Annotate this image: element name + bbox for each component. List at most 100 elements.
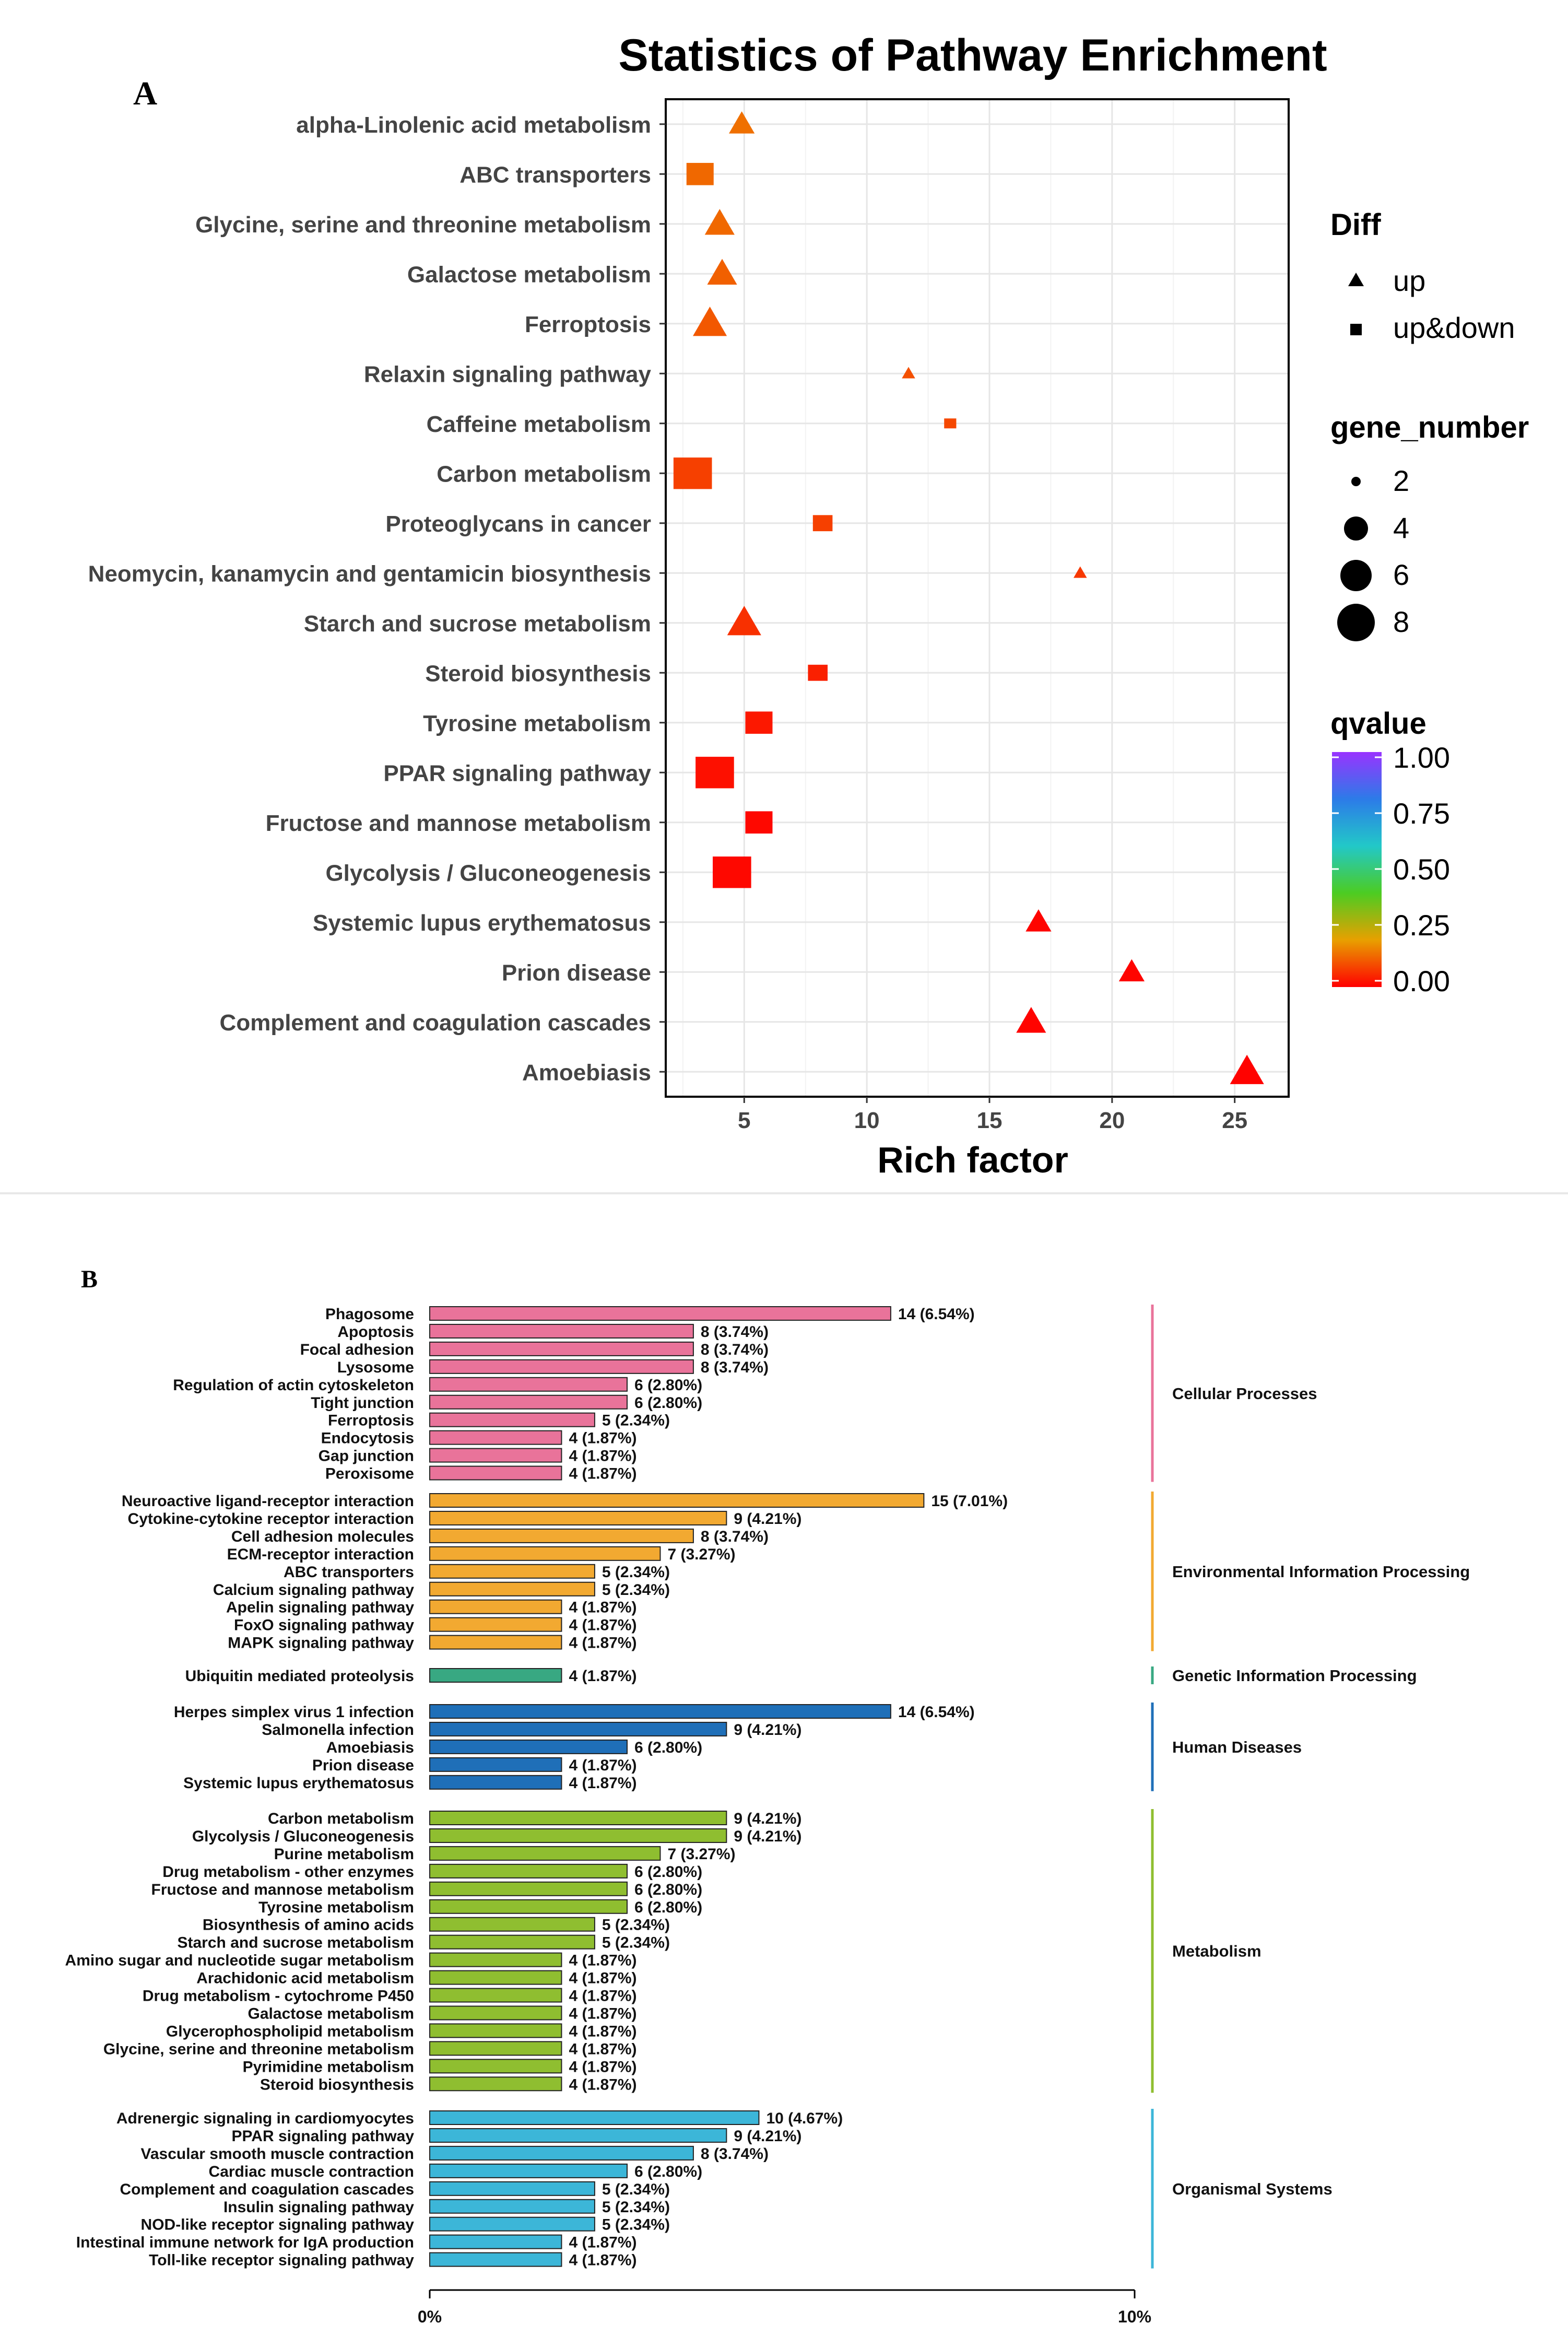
- legend-size-dot: [1340, 560, 1372, 591]
- y-tick-label: Fructose and mannose metabolism: [266, 811, 651, 836]
- bar-value-label: 6 (2.80%): [634, 1394, 702, 1412]
- group-label: Metabolism: [1172, 1942, 1262, 1961]
- bar-category-label: Glycine, serine and threonine metabolism: [103, 2040, 414, 2058]
- colorbar-label: 0.75: [1393, 797, 1450, 830]
- bar: [429, 1757, 562, 1772]
- colorbar-label: 0.50: [1393, 853, 1450, 886]
- bar-value-label: 4 (1.87%): [569, 1430, 636, 1447]
- y-tick-label: Galactose metabolism: [407, 262, 651, 287]
- bar: [429, 1341, 694, 1356]
- point-triangle: [1016, 1007, 1046, 1033]
- bar: [429, 1412, 595, 1427]
- bar: [429, 1739, 628, 1754]
- bar-category-label: MAPK signaling pathway: [228, 1635, 414, 1652]
- bar-value-label: 8 (3.74%): [701, 1359, 769, 1376]
- bar-category-label: Systemic lupus erythematosus: [183, 1775, 414, 1792]
- bar-category-label: Drug metabolism - other enzymes: [162, 1863, 414, 1881]
- colorbar-label: 1.00: [1393, 741, 1450, 774]
- point-square: [695, 757, 734, 789]
- point-triangle: [1025, 909, 1052, 932]
- point-square: [812, 515, 833, 532]
- y-tick-label: Relaxin signaling pathway: [364, 361, 652, 387]
- bar-category-label: Intestinal immune network for IgA produc…: [76, 2234, 414, 2251]
- bar: [429, 1811, 727, 1825]
- y-tick-label: Proteoglycans in cancer: [385, 511, 651, 537]
- bar-category-label: Herpes simplex virus 1 infection: [174, 1704, 414, 1721]
- bar-category-label: Amino sugar and nucleotide sugar metabol…: [65, 1952, 414, 1969]
- bar-category-label: Apelin signaling pathway: [226, 1599, 414, 1616]
- bar: [429, 2005, 562, 2021]
- bar-category-label: Neuroactive ligand-receptor interaction: [122, 1493, 414, 1510]
- bar: [429, 2023, 562, 2038]
- bar-value-label: 8 (3.74%): [701, 2145, 769, 2163]
- bar: [429, 1546, 661, 1561]
- group-label: Environmental Information Processing: [1172, 1563, 1470, 1581]
- bar: [429, 1970, 562, 1985]
- legend-qvalue-title: qvalue: [1330, 707, 1426, 741]
- bar: [429, 1564, 595, 1579]
- bar-category-label: Ferroptosis: [328, 1412, 414, 1429]
- group-label: Genetic Information Processing: [1172, 1666, 1417, 1685]
- bar: [429, 2163, 628, 2178]
- y-tick-label: Ferroptosis: [525, 312, 651, 337]
- bar-value-label: 4 (1.87%): [569, 1988, 636, 2005]
- x-tick-label: 25: [1222, 1108, 1247, 1133]
- bar-value-label: 4 (1.87%): [569, 1448, 636, 1465]
- bar-value-label: 4 (1.87%): [569, 1775, 636, 1792]
- bar-category-label: Steroid biosynthesis: [260, 2076, 414, 2093]
- legend-qvalue: qvalue 1.00 0.75 0.50 0.25 0.00: [1330, 707, 1450, 997]
- panel-a-title: Statistics of Pathway Enrichment: [618, 30, 1327, 80]
- y-tick-label: Carbon metabolism: [437, 461, 651, 487]
- bar-category-label: Carbon metabolism: [268, 1810, 414, 1827]
- bar: [429, 1952, 562, 1967]
- bar-value-label: 6 (2.80%): [634, 1899, 702, 1916]
- y-tick-label: Tyrosine metabolism: [423, 711, 651, 736]
- y-tick-label: Starch and sucrose metabolism: [304, 611, 651, 637]
- bar: [429, 1668, 562, 1683]
- bar-value-label: 9 (4.21%): [734, 1721, 801, 1739]
- bar-value-label: 6 (2.80%): [634, 1863, 702, 1881]
- bar-category-label: NOD-like receptor signaling pathway: [141, 2216, 415, 2234]
- bar-value-label: 5 (2.34%): [602, 1917, 670, 1934]
- point-triangle: [902, 367, 915, 379]
- point-square: [745, 811, 773, 834]
- bar: [429, 1306, 891, 1321]
- bar: [429, 1430, 562, 1445]
- bar: [429, 1377, 628, 1392]
- bar-value-label: 5 (2.34%): [602, 2216, 670, 2234]
- bar-category-label: Regulation of actin cytoskeleton: [173, 1377, 414, 1394]
- bar-value-label: 9 (4.21%): [734, 1810, 801, 1827]
- bar-value-label: 10 (4.67%): [766, 2110, 843, 2127]
- bar-category-label: Ubiquitin mediated proteolysis: [185, 1668, 414, 1685]
- legend-gene-number: gene_number 2 4 6 8: [1330, 410, 1529, 641]
- bar-value-label: 4 (1.87%): [569, 1970, 636, 1987]
- bar-value-label: 5 (2.34%): [602, 1564, 670, 1581]
- bar-value-label: 4 (1.87%): [569, 1465, 636, 1483]
- bar-category-label: Tight junction: [311, 1394, 414, 1412]
- bar-category-label: Galactose metabolism: [248, 2005, 414, 2022]
- qvalue-colorbar: [1332, 752, 1382, 987]
- bar-category-label: PPAR signaling pathway: [232, 2128, 415, 2145]
- legend-diff: Diff up up&down: [1330, 208, 1515, 344]
- bar-value-label: 7 (3.27%): [667, 1846, 735, 1863]
- bar-category-label: Gap junction: [319, 1448, 414, 1465]
- bar-value-label: 9 (4.21%): [734, 1510, 801, 1528]
- bar: [429, 2181, 595, 2196]
- bar: [429, 1510, 727, 1525]
- bar-value-label: 8 (3.74%): [701, 1528, 769, 1545]
- point-triangle: [727, 606, 761, 636]
- panel-a-plot: alpha-Linolenic acid metabolism ABC trans…: [88, 98, 1290, 1133]
- bar-category-label: Phagosome: [325, 1306, 414, 1323]
- group-label: Human Diseases: [1172, 1738, 1302, 1756]
- bar: [429, 2110, 760, 2125]
- y-tick-label: Neomycin, kanamycin and gentamicin biosy…: [88, 561, 651, 586]
- y-tick-label: alpha-Linolenic acid metabolism: [296, 112, 651, 138]
- bar: [429, 1323, 694, 1339]
- point-triangle: [1074, 566, 1087, 578]
- point-triangle: [1230, 1054, 1264, 1084]
- bar-value-label: 6 (2.80%): [634, 1881, 702, 1898]
- bar-category-label: Vascular smooth muscle contraction: [141, 2145, 415, 2163]
- bar-category-label: Peroxisome: [325, 1465, 414, 1483]
- panel-b-plot: Phagosome 14 (6.54%) Apoptosis 8 (3.74%) Foc…: [65, 1305, 1470, 2326]
